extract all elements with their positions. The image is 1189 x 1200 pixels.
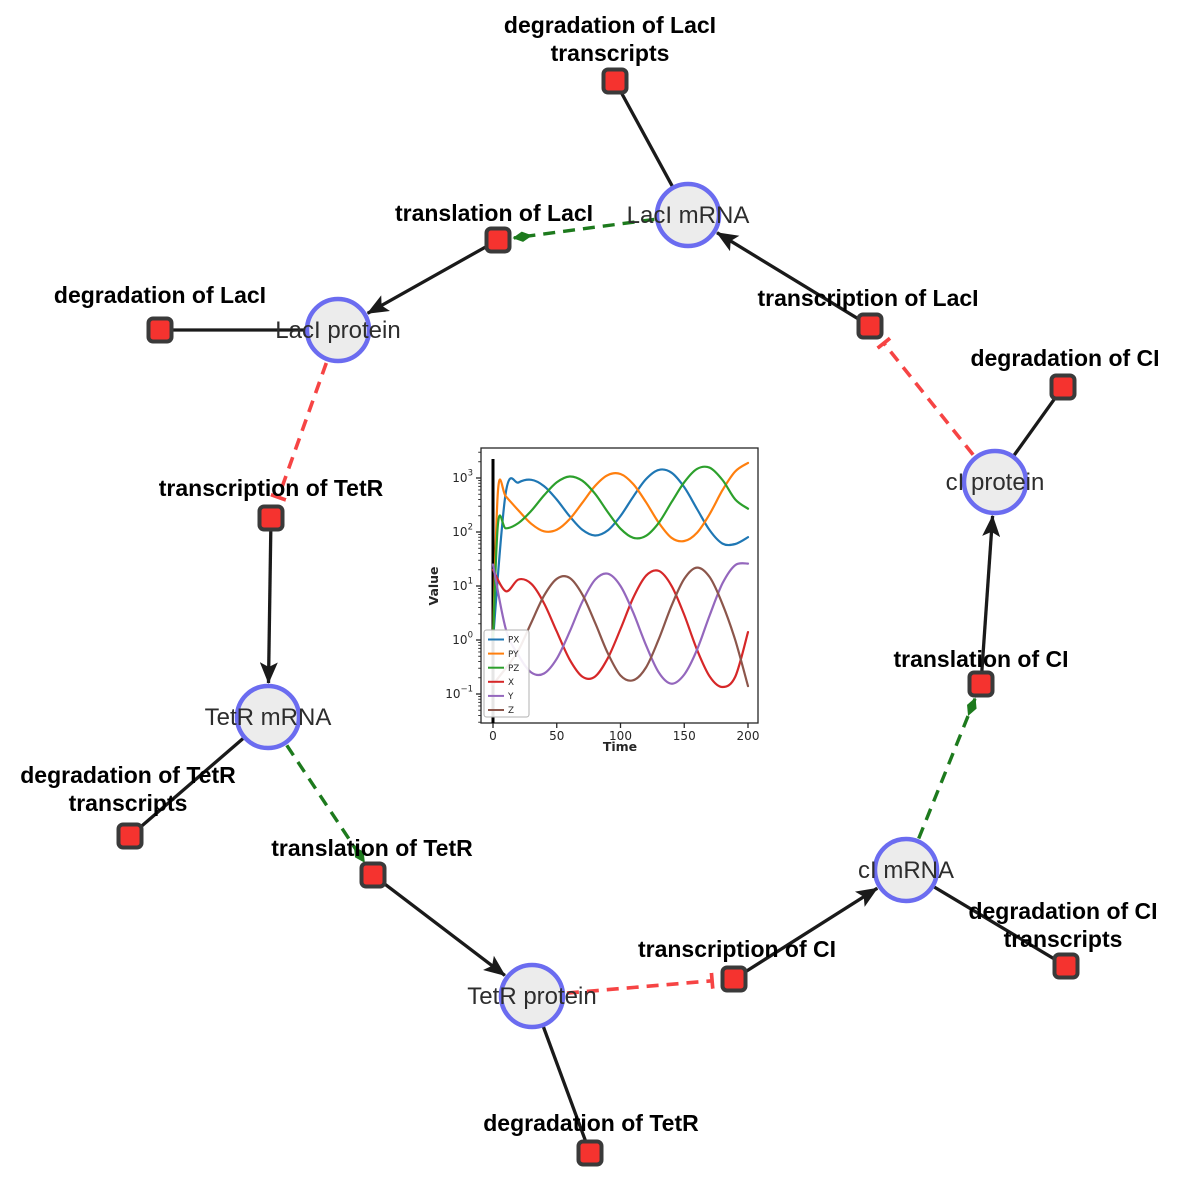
reaction-node-translation-ci <box>967 670 995 698</box>
chart-series-Y <box>491 562 750 685</box>
edge-catalysis-tetr-mrna-to-translation-tetr <box>285 744 366 863</box>
edge-catalysis-ci-mrna-to-translation-ci <box>917 697 977 840</box>
reaction-node-deg-tetr <box>576 1139 604 1167</box>
legend-label-PZ: PZ <box>508 664 519 674</box>
edge-inhibition-laci-protein-to-transcription-tetr <box>270 362 328 502</box>
reaction-label-translation-tetr: translation of TetR <box>271 835 473 861</box>
reaction-node-transcription-tetr <box>257 504 285 532</box>
reaction-node-translation-tetr <box>359 861 387 889</box>
xtick-label-150: 150 <box>673 729 696 743</box>
species-label-tetr-mrna: TetR mRNA <box>205 704 332 731</box>
legend-label-X: X <box>508 678 514 688</box>
edge-production-translation-ci-to-ci-protein <box>980 515 1001 673</box>
reaction-label-deg-ci-tx-line2: transcripts <box>1004 926 1123 952</box>
reaction-label-deg-laci-tx: degradation of LacI <box>504 12 716 38</box>
reaction-label-deg-tetr: degradation of TetR <box>483 1110 699 1136</box>
species-node-laci-mrna <box>654 181 722 249</box>
reaction-node-deg-ci-tx <box>1052 952 1080 980</box>
edge-consumption-ci-protein-to-deg-ci <box>1012 395 1058 457</box>
nodes-layer <box>116 67 1080 1167</box>
reaction-node-translation-laci <box>484 226 512 254</box>
edge-production-transcription-tetr-to-tetr-mrna <box>259 529 278 684</box>
species-node-tetr-protein <box>498 962 566 1030</box>
reaction-node-deg-laci-tx <box>601 67 629 95</box>
xtick-label-200: 200 <box>737 729 760 743</box>
reaction-label-deg-laci: degradation of LacI <box>54 282 266 308</box>
edge-consumption-tetr-mrna-to-deg-tetr-tx <box>138 736 245 830</box>
chart-legend: PX PY PZ XYZ <box>483 629 530 718</box>
xtick-label-100: 100 <box>609 729 632 743</box>
edge-consumption-tetr-protein-to-deg-tetr <box>541 1025 588 1143</box>
legend-box <box>483 629 530 718</box>
reaction-node-deg-laci <box>146 316 174 344</box>
chart-ylabel: Value <box>426 566 441 605</box>
species-node-laci-protein <box>304 296 372 364</box>
reaction-node-deg-tetr-tx <box>116 822 144 850</box>
edge-production-translation-laci-to-laci-protein <box>366 244 489 315</box>
reaction-label-deg-ci-tx: degradation of CI <box>968 898 1157 924</box>
species-node-ci-protein <box>961 448 1029 516</box>
edge-inhibition-ci-protein-to-transcription-laci <box>876 336 975 456</box>
edge-inhibition-tetr-protein-to-transcription-ci <box>566 972 715 995</box>
species-label-ci-mrna: cI mRNA <box>858 857 954 884</box>
reaction-node-transcription-ci <box>720 965 748 993</box>
species-label-tetr-protein: TetR protein <box>467 983 596 1010</box>
chart-series-PZ <box>491 465 750 642</box>
chart-series-PY <box>491 461 750 642</box>
species-label-ci-protein: cI protein <box>946 469 1045 496</box>
reaction-label-transcription-tetr: transcription of TetR <box>159 475 384 501</box>
labels-layer: LacI mRNA LacI protein TetR mRNA TetR prote… <box>20 12 1159 1136</box>
reaction-label-deg-tetr-tx-line2: transcripts <box>69 790 188 816</box>
reaction-node-deg-ci <box>1049 373 1077 401</box>
xtick-label-0: 0 <box>489 729 497 743</box>
legend-label-Y: Y <box>507 692 514 702</box>
legend-label-Z: Z <box>508 706 514 716</box>
reaction-node-transcription-laci <box>856 312 884 340</box>
reaction-label-deg-laci-tx-line2: transcripts <box>551 40 670 66</box>
xtick-label-50: 50 <box>549 729 564 743</box>
reaction-label-transcription-ci: transcription of CI <box>638 936 836 962</box>
species-label-laci-protein: LacI protein <box>275 317 400 344</box>
edge-production-transcription-laci-to-laci-mrna <box>716 231 861 322</box>
legend-label-PX: PX <box>508 636 519 646</box>
chart-series-X <box>491 568 750 689</box>
species-node-ci-mrna <box>872 836 940 904</box>
edge-production-transcription-ci-to-ci-mrna <box>743 886 879 974</box>
edge-consumption-ci-mrna-to-deg-ci-tx <box>932 885 1057 962</box>
legend-label-PY: PY <box>508 650 519 660</box>
reaction-label-transcription-laci: transcription of LacI <box>757 285 978 311</box>
edge-catalysis-laci-mrna-to-translation-laci <box>512 217 655 242</box>
chart-xlabel: Time <box>603 739 637 754</box>
species-label-laci-mrna: LacI mRNA <box>627 202 750 229</box>
edge-production-translation-tetr-to-tetr-protein <box>381 880 506 977</box>
reaction-label-translation-ci: translation of CI <box>893 646 1068 672</box>
reaction-label-deg-tetr-tx: degradation of TetR <box>20 762 236 788</box>
chart-series-Z <box>491 566 750 688</box>
species-node-tetr-mrna <box>234 683 302 751</box>
edge-consumption-laci-mrna-to-deg-laci-tx <box>619 90 675 188</box>
edges-layer <box>138 90 1058 1143</box>
reaction-label-deg-ci: degradation of CI <box>970 345 1159 371</box>
reaction-label-translation-laci: translation of LacI <box>395 200 593 226</box>
